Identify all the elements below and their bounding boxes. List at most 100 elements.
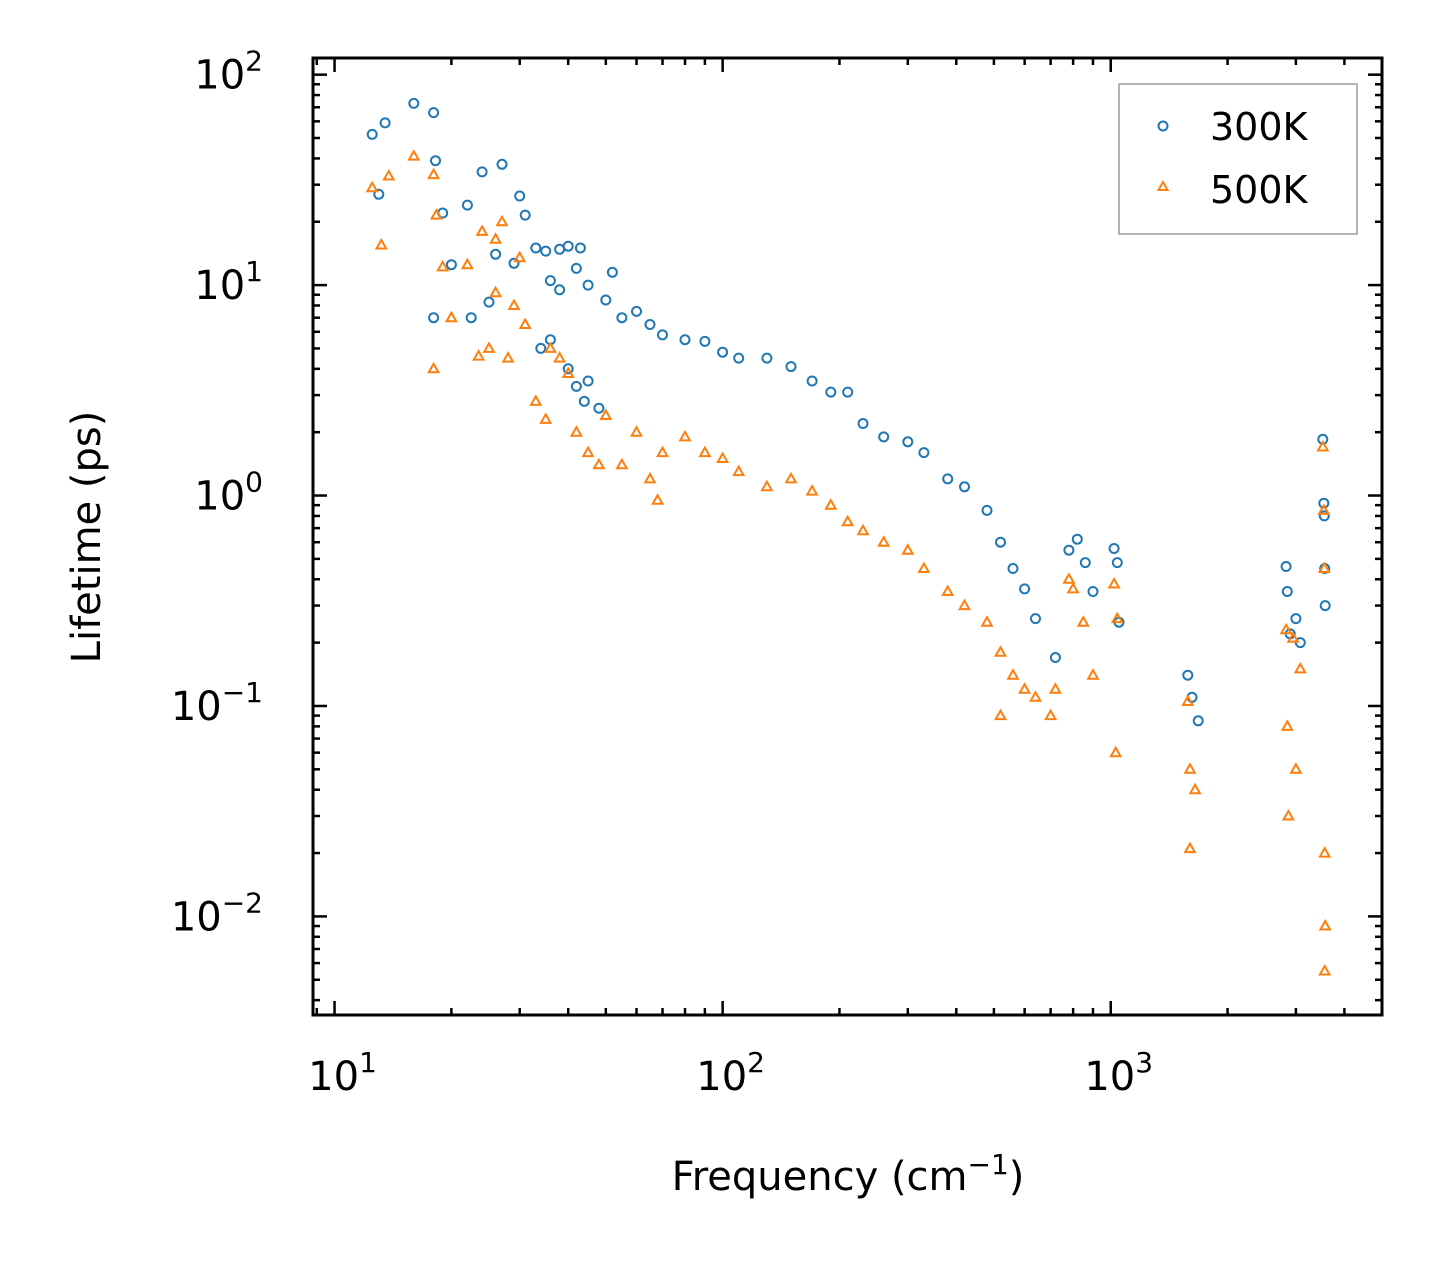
y-tick-label: 102 bbox=[194, 45, 263, 99]
data-point bbox=[495, 214, 509, 227]
data-point bbox=[901, 543, 915, 555]
data-point bbox=[1281, 808, 1295, 821]
data-point bbox=[761, 352, 773, 364]
data-point bbox=[374, 237, 388, 250]
data-point bbox=[651, 493, 665, 505]
data-point bbox=[1318, 510, 1330, 522]
data-point bbox=[1317, 561, 1331, 573]
data-point bbox=[993, 708, 1008, 721]
series-500k bbox=[365, 149, 1332, 976]
data-point bbox=[1018, 682, 1032, 694]
data-point bbox=[806, 375, 818, 387]
data-point bbox=[995, 536, 1006, 548]
data-point bbox=[1318, 918, 1332, 931]
data-point bbox=[1188, 782, 1202, 795]
data-point bbox=[1071, 533, 1083, 545]
data-point bbox=[1079, 557, 1091, 569]
data-point bbox=[902, 436, 914, 448]
data-point bbox=[877, 535, 891, 547]
data-point bbox=[857, 418, 869, 429]
data-point bbox=[543, 341, 557, 353]
data-point bbox=[733, 352, 745, 364]
data-point bbox=[465, 312, 477, 324]
data-point bbox=[476, 166, 488, 178]
x-tick-label: 103 bbox=[1084, 1046, 1153, 1100]
data-point bbox=[489, 285, 503, 298]
data-point bbox=[1062, 572, 1076, 584]
data-point bbox=[562, 240, 574, 252]
data-point bbox=[825, 386, 837, 398]
data-point bbox=[373, 188, 385, 200]
legend-marker-500k bbox=[1156, 179, 1170, 191]
data-point bbox=[554, 284, 566, 296]
data-point bbox=[1007, 563, 1019, 574]
x-tick-label: 101 bbox=[308, 1046, 377, 1100]
data-point bbox=[570, 380, 582, 392]
data-point bbox=[1289, 762, 1303, 774]
data-point bbox=[518, 317, 532, 329]
data-point bbox=[444, 310, 458, 323]
data-point bbox=[981, 504, 993, 516]
data-point bbox=[508, 257, 520, 269]
data-point bbox=[657, 329, 668, 341]
data-point bbox=[1076, 615, 1090, 627]
data-point bbox=[1281, 586, 1293, 597]
data-point bbox=[643, 471, 657, 484]
data-point bbox=[461, 199, 473, 211]
ticks-layer bbox=[313, 58, 1384, 1015]
data-point bbox=[514, 190, 526, 202]
data-point bbox=[1006, 668, 1020, 680]
data-point bbox=[784, 471, 798, 484]
data-point bbox=[655, 445, 670, 458]
data-point bbox=[581, 445, 595, 458]
data-point bbox=[1293, 661, 1307, 674]
data-point bbox=[993, 645, 1008, 657]
data-point bbox=[1280, 719, 1294, 731]
data-point bbox=[430, 155, 441, 167]
data-point bbox=[1286, 631, 1300, 643]
data-point bbox=[593, 402, 605, 414]
data-point bbox=[699, 335, 711, 347]
data-point bbox=[1044, 708, 1058, 721]
legend-box bbox=[1118, 83, 1358, 235]
data-point bbox=[1279, 622, 1293, 635]
data-point bbox=[842, 386, 854, 398]
data-point bbox=[562, 363, 574, 375]
data-point bbox=[540, 245, 552, 257]
legend-label-300k: 300K bbox=[1210, 105, 1309, 149]
data-point bbox=[1182, 669, 1194, 681]
data-point bbox=[1048, 682, 1062, 694]
data-point bbox=[445, 259, 457, 271]
data-point bbox=[1108, 543, 1120, 554]
data-point bbox=[980, 615, 994, 627]
y-tick-label: 10−2 bbox=[171, 886, 263, 940]
data-point bbox=[535, 342, 547, 354]
data-point bbox=[570, 262, 582, 274]
data-point bbox=[824, 498, 838, 510]
data-point bbox=[917, 561, 931, 573]
data-point bbox=[1066, 581, 1080, 594]
data-point bbox=[544, 275, 556, 287]
data-point bbox=[732, 464, 746, 477]
data-point bbox=[941, 584, 955, 596]
data-point bbox=[407, 149, 421, 161]
data-point bbox=[805, 484, 819, 496]
data-point bbox=[436, 259, 450, 272]
data-point bbox=[382, 168, 396, 181]
data-point bbox=[1030, 613, 1041, 625]
data-point bbox=[519, 209, 531, 221]
data-point bbox=[918, 447, 930, 459]
y-tick-label: 10−1 bbox=[171, 676, 263, 730]
data-point bbox=[592, 457, 606, 470]
data-point bbox=[501, 351, 515, 363]
data-point bbox=[1110, 611, 1124, 624]
data-point bbox=[606, 266, 618, 278]
data-point bbox=[1107, 576, 1121, 589]
data-point bbox=[427, 167, 441, 180]
points-layer bbox=[365, 97, 1332, 976]
data-point bbox=[482, 341, 496, 353]
data-point bbox=[1192, 715, 1204, 727]
data-point bbox=[841, 514, 855, 527]
data-point bbox=[379, 117, 391, 129]
data-point bbox=[428, 312, 440, 324]
